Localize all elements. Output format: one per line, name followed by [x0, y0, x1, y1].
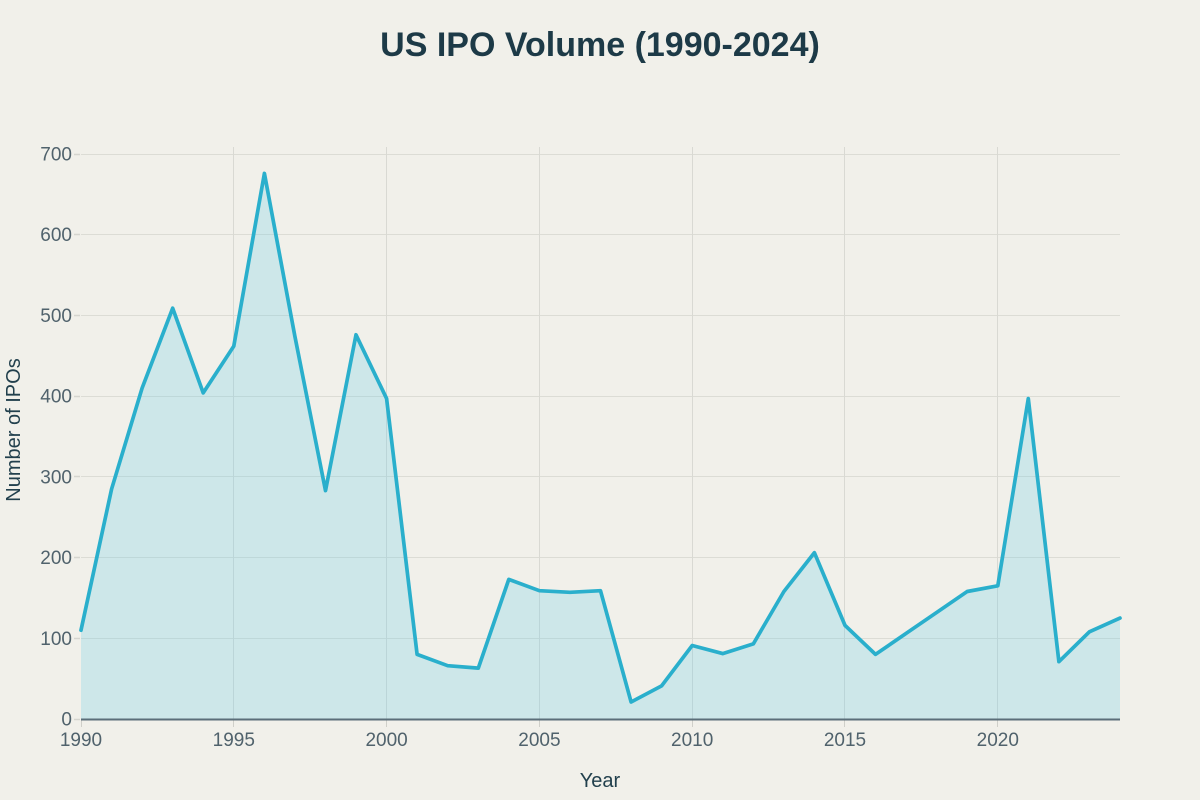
svg-text:500: 500 [40, 306, 72, 327]
svg-text:300: 300 [40, 467, 72, 488]
svg-text:2010: 2010 [671, 730, 713, 751]
svg-text:2005: 2005 [518, 730, 560, 751]
svg-text:Year: Year [580, 770, 621, 792]
svg-text:700: 700 [40, 145, 72, 166]
svg-text:1990: 1990 [60, 730, 102, 751]
svg-text:2000: 2000 [365, 730, 407, 751]
svg-text:200: 200 [40, 548, 72, 569]
svg-text:2015: 2015 [824, 730, 866, 751]
svg-text:400: 400 [40, 387, 72, 408]
svg-text:Number of IPOs: Number of IPOs [3, 358, 25, 501]
svg-text:2020: 2020 [977, 730, 1019, 751]
svg-text:0: 0 [61, 710, 72, 731]
svg-text:600: 600 [40, 225, 72, 246]
svg-text:US IPO Volume (1990-2024): US IPO Volume (1990-2024) [380, 26, 820, 64]
svg-text:100: 100 [40, 629, 72, 650]
svg-text:1995: 1995 [213, 730, 255, 751]
